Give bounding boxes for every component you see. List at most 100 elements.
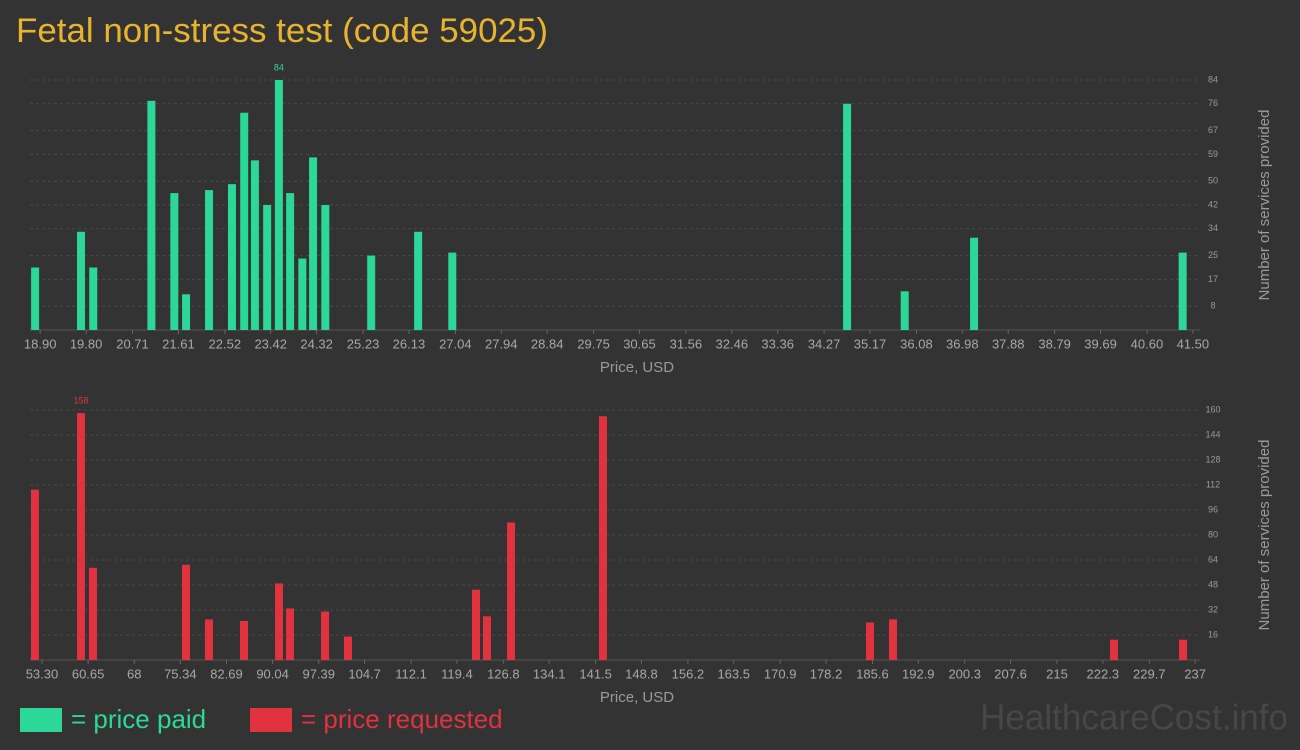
x-tick-label: 22.52 — [209, 336, 242, 351]
x-tick-label: 53.30 — [26, 666, 59, 681]
x-tick-label: 31.56 — [670, 336, 703, 351]
x-tick-label: 25.23 — [347, 336, 380, 351]
x-tick-label: 104.7 — [348, 666, 381, 681]
x-tick-label: 37.88 — [992, 336, 1025, 351]
y-tick-label: 76 — [1208, 98, 1218, 108]
bar — [286, 608, 294, 660]
x-tick-label: 23.42 — [254, 336, 287, 351]
bar — [205, 190, 214, 330]
x-tick-label: 27.04 — [439, 336, 472, 351]
x-tick-label: 36.08 — [900, 336, 933, 351]
x-tick-label: 112.1 — [395, 666, 427, 681]
x-tick-label: 34.27 — [808, 336, 841, 351]
bar — [321, 611, 330, 660]
x-tick-label: 185.6 — [856, 666, 889, 681]
bar — [239, 620, 248, 660]
bar — [250, 160, 259, 330]
y-tick-label: 25 — [1208, 250, 1218, 260]
x-tick-label: 134.1 — [533, 666, 566, 681]
bar — [76, 413, 85, 660]
y-tick-label: 42 — [1208, 199, 1218, 209]
y-tick-label: 96 — [1208, 504, 1218, 514]
x-tick-label: 26.13 — [393, 336, 426, 351]
bar — [598, 416, 607, 660]
legend-swatch — [20, 708, 62, 732]
bar — [77, 231, 86, 330]
x-tick-label: 39.69 — [1084, 336, 1117, 351]
y-axis-title: Number of services provided — [1256, 110, 1273, 301]
x-tick-label: 30.65 — [623, 336, 656, 351]
bar — [344, 636, 353, 660]
y-tick-label: 17 — [1208, 274, 1218, 284]
x-tick-label: 215 — [1046, 666, 1068, 681]
bar — [89, 267, 98, 330]
watermark: HealthcareCost.info — [980, 697, 1288, 738]
x-tick-label: 82.69 — [210, 666, 243, 681]
x-axis-title: Price, USD — [600, 689, 674, 706]
bar — [448, 252, 457, 330]
x-axis-title: Price, USD — [600, 359, 674, 376]
bar — [321, 205, 330, 330]
y-tick-label: 59 — [1208, 149, 1218, 159]
bar — [275, 583, 284, 660]
y-tick-label: 32 — [1208, 604, 1218, 614]
y-tick-label: 48 — [1208, 579, 1218, 589]
x-tick-label: 35.17 — [854, 336, 887, 351]
bar — [970, 237, 979, 330]
y-tick-label: 144 — [1205, 429, 1220, 439]
bar — [204, 619, 213, 660]
bar — [298, 258, 307, 330]
x-tick-label: 21.61 — [162, 336, 195, 351]
bar — [414, 231, 423, 330]
legend-label: = price requested — [301, 704, 503, 734]
bar — [286, 193, 295, 330]
x-tick-label: 41.50 — [1177, 336, 1210, 351]
x-tick-label: 148.8 — [625, 666, 658, 681]
x-tick-label: 163.5 — [717, 666, 750, 681]
y-tick-label: 160 — [1205, 404, 1220, 414]
chart-title: Fetal non-stress test (code 59025) — [16, 12, 548, 50]
bar — [866, 622, 875, 660]
x-tick-label: 33.36 — [761, 336, 794, 351]
bar — [170, 193, 179, 330]
x-tick-label: 141.5 — [579, 666, 612, 681]
bar — [182, 294, 191, 330]
y-tick-label: 128 — [1205, 454, 1220, 464]
bar — [31, 267, 40, 330]
x-tick-label: 200.3 — [948, 666, 981, 681]
x-tick-label: 38.79 — [1038, 336, 1071, 351]
x-tick-label: 28.84 — [531, 336, 564, 351]
bar — [30, 489, 39, 660]
y-tick-label: 80 — [1208, 529, 1218, 539]
x-tick-label: 20.71 — [116, 336, 149, 351]
x-tick-label: 156.2 — [672, 666, 705, 681]
x-tick-label: 192.9 — [902, 666, 935, 681]
bar — [900, 291, 909, 330]
y-tick-label: 84 — [1208, 74, 1218, 84]
bar — [181, 564, 190, 660]
x-tick-label: 222.3 — [1087, 666, 1120, 681]
y-tick-label: 112 — [1206, 479, 1220, 489]
y-tick-label: 64 — [1208, 554, 1218, 564]
bar — [507, 522, 516, 660]
y-tick-label: 67 — [1208, 125, 1218, 135]
bar — [309, 157, 318, 330]
bar — [367, 255, 376, 330]
bar — [274, 80, 283, 330]
x-tick-label: 68 — [127, 666, 141, 681]
x-tick-label: 97.39 — [302, 666, 335, 681]
x-tick-label: 27.94 — [485, 336, 518, 351]
bar — [147, 100, 156, 330]
x-tick-label: 36.98 — [946, 336, 979, 351]
x-tick-label: 60.65 — [72, 666, 105, 681]
x-tick-label: 178.2 — [810, 666, 843, 681]
max-value-label: 84 — [274, 62, 284, 72]
x-tick-label: 119.4 — [441, 666, 473, 681]
bar — [888, 619, 897, 660]
y-tick-label: 50 — [1208, 176, 1218, 186]
x-tick-label: 229.7 — [1133, 666, 1166, 681]
bar — [227, 184, 236, 330]
bar — [1179, 639, 1188, 660]
